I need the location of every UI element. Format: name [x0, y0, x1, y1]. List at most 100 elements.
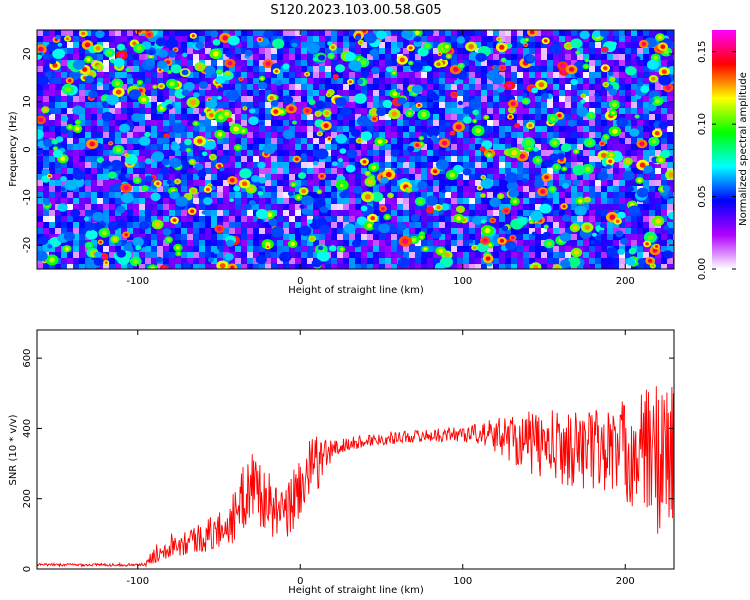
heatmap-cell [493, 138, 499, 144]
heatmap-cell [427, 186, 433, 192]
heatmap-cell [259, 222, 265, 228]
heatmap-cell [145, 252, 151, 258]
heatmap-cell [79, 96, 85, 102]
heatmap-cell [277, 54, 283, 60]
heatmap-cell [487, 234, 493, 240]
heatmap-cell [37, 90, 43, 96]
heatmap-cell [211, 204, 217, 210]
heatmap-cell [469, 72, 475, 78]
heatmap-peak [217, 95, 222, 100]
heatmap-cell [637, 222, 643, 228]
heatmap-cell [583, 54, 589, 60]
heatmap-cell [163, 54, 169, 60]
heatmap-cell [409, 204, 415, 210]
heatmap-peak [272, 38, 285, 49]
heatmap-peak [635, 56, 641, 61]
heatmap-cell [397, 114, 403, 120]
heatmap-cell [457, 186, 463, 192]
heatmap-cell [49, 228, 55, 234]
heatmap-cell [277, 114, 283, 120]
heatmap-cell [211, 126, 217, 132]
heatmap-cell [499, 132, 505, 138]
heatmap-cell [427, 192, 433, 198]
heatmap-cell [271, 246, 277, 252]
heatmap-cell [391, 198, 397, 204]
heatmap-cell [577, 192, 583, 198]
heatmap-cell [139, 126, 145, 132]
heatmap-cell [157, 138, 163, 144]
heatmap-cell [655, 162, 661, 168]
heatmap-cell [97, 168, 103, 174]
heatmap-cell [397, 120, 403, 126]
heatmap-cell [355, 162, 361, 168]
heatmap-cell [433, 72, 439, 78]
heatmap-cell [205, 132, 211, 138]
heatmap-peak [301, 208, 310, 215]
heatmap-peak [287, 191, 294, 197]
heatmap-cell [487, 174, 493, 180]
heatmap-cell [163, 252, 169, 258]
heatmap-cell [379, 210, 385, 216]
heatmap-cell [631, 144, 637, 150]
heatmap-cell [571, 126, 577, 132]
heatmap-cell [547, 102, 553, 108]
heatmap-cell [583, 96, 589, 102]
heatmap-cell [457, 198, 463, 204]
heatmap-cell [523, 108, 529, 114]
heatmap-peak-core [611, 111, 615, 115]
heatmap-cell [391, 126, 397, 132]
heatmap-peak-core [600, 152, 607, 158]
heatmap-cell [517, 198, 523, 204]
heatmap-cell [61, 60, 67, 66]
heatmap-cell [523, 84, 529, 90]
heatmap-peak [76, 142, 87, 151]
heatmap-cell [667, 228, 673, 234]
heatmap-cell [589, 234, 595, 240]
heatmap-cell [145, 108, 151, 114]
heatmap-cell [67, 240, 73, 246]
heatmap-cell [139, 168, 145, 174]
heatmap-cell [271, 132, 277, 138]
heatmap-cell [565, 210, 571, 216]
heatmap-cell [295, 228, 301, 234]
heatmap-cell [379, 90, 385, 96]
heatmap-cell [193, 150, 199, 156]
heatmap-cell [229, 150, 235, 156]
heatmap-peak [314, 199, 326, 209]
heatmap-cell [157, 198, 163, 204]
heatmap-cell [151, 78, 157, 84]
heatmap-cell [37, 72, 43, 78]
heatmap-cell [535, 30, 541, 36]
heatmap-cell [97, 264, 103, 269]
heatmap-cell [607, 60, 613, 66]
heatmap-cell [175, 30, 181, 36]
heatmap-cell [355, 156, 361, 162]
heatmap-cell [451, 72, 457, 78]
heatmap-cell [319, 168, 325, 174]
heatmap-peak-core [229, 178, 235, 183]
heatmap-cell [79, 234, 85, 240]
heatmap-cell [241, 156, 247, 162]
heatmap-cell [553, 252, 559, 258]
heatmap-cell [193, 30, 199, 36]
heatmap-cell [517, 246, 523, 252]
heatmap-cell [277, 132, 283, 138]
heatmap-peak [374, 180, 380, 185]
heatmap-cell [541, 150, 547, 156]
heatmap-cell [463, 234, 469, 240]
heatmap-cell [97, 246, 103, 252]
heatmap-cell [199, 216, 205, 222]
heatmap-cell [367, 240, 373, 246]
heatmap-cell [289, 204, 295, 210]
heatmap-cell [121, 162, 127, 168]
heatmap-cell [205, 192, 211, 198]
heatmap-cell [583, 132, 589, 138]
heatmap-cell [49, 180, 55, 186]
heatmap-cell [619, 90, 625, 96]
heatmap-cell [493, 36, 499, 42]
heatmap-cell [481, 204, 487, 210]
heatmap-cell [577, 120, 583, 126]
heatmap-cell [391, 138, 397, 144]
heatmap-cell [127, 234, 133, 240]
heatmap-cell [541, 30, 547, 36]
